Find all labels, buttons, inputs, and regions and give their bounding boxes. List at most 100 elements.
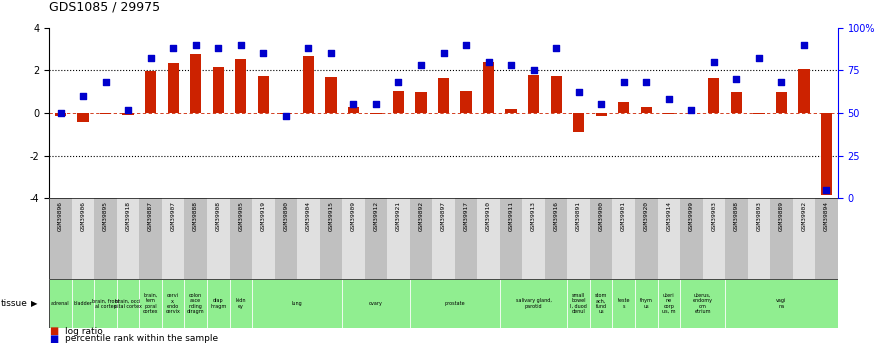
Point [256,50,271,56]
Bar [500,279,567,328]
Bar [365,198,387,279]
Point [54,110,68,116]
Bar [77,113,89,121]
Bar [185,198,207,279]
Bar [348,107,359,113]
Point [752,56,766,61]
Bar [455,198,478,279]
Bar [658,279,680,328]
Point [76,93,90,99]
Bar [229,279,252,328]
Bar [461,91,471,113]
Bar [483,62,495,113]
Bar [162,279,185,328]
Text: adrenal: adrenal [51,301,70,306]
Bar [392,91,404,113]
Point [481,59,495,65]
Bar [72,198,94,279]
Text: kidn
ey: kidn ey [236,298,246,309]
Bar [303,57,314,113]
Bar [235,59,246,113]
Text: bladder: bladder [73,301,92,306]
Text: GSM39908: GSM39908 [216,201,220,231]
Bar [505,109,517,113]
Text: GSM39896: GSM39896 [58,201,63,231]
Bar [409,198,432,279]
Bar [635,279,658,328]
Bar [658,198,680,279]
Point [774,79,788,85]
Text: uterus,
endomy
om
etrium: uterus, endomy om etrium [693,293,712,314]
Point [323,50,338,56]
Point [301,45,315,51]
Text: ■: ■ [49,334,58,344]
Text: teste
s: teste s [617,298,630,309]
Bar [252,279,342,328]
Text: GSM39890: GSM39890 [283,201,289,231]
Bar [320,198,342,279]
Bar [590,279,613,328]
Text: small
bowel
I, duod
denul: small bowel I, duod denul [570,293,587,314]
Bar [500,198,522,279]
Text: GSM39894: GSM39894 [824,201,829,231]
Bar [252,198,274,279]
Text: percentile rank within the sample: percentile rank within the sample [65,334,219,343]
Point [594,102,608,107]
Bar [590,198,613,279]
Point [797,42,811,48]
Text: GSM39909: GSM39909 [351,201,356,231]
Bar [725,198,747,279]
Bar [280,113,291,114]
Bar [72,279,94,328]
Text: vagi
na: vagi na [776,298,787,309]
Text: GSM39901: GSM39901 [621,201,626,231]
Text: GDS1085 / 29975: GDS1085 / 29975 [49,1,160,14]
Text: GSM39906: GSM39906 [81,201,86,231]
Point [436,50,451,56]
Bar [545,198,567,279]
Point [572,90,586,95]
Point [661,97,676,102]
Text: GSM39911: GSM39911 [509,201,513,231]
Text: GSM39917: GSM39917 [463,201,469,231]
Bar [680,198,702,279]
Text: brain, front
al cortex: brain, front al cortex [91,298,119,309]
Bar [297,198,320,279]
Text: GSM39920: GSM39920 [643,201,649,231]
Bar [100,113,111,114]
Bar [274,198,297,279]
Point [121,107,135,112]
Point [616,79,631,85]
Bar [754,113,764,114]
Point [685,107,699,112]
Bar [432,198,455,279]
Bar [680,279,725,328]
Bar [596,113,607,116]
Text: GSM39921: GSM39921 [396,201,401,231]
Text: stom
ach,
fund
us: stom ach, fund us [595,293,607,314]
Bar [185,279,207,328]
Point [166,45,180,51]
Bar [409,279,500,328]
Point [369,102,383,107]
Bar [815,198,838,279]
Text: GSM39888: GSM39888 [194,201,198,231]
Point [99,79,113,85]
Bar [663,113,675,114]
Bar [416,92,426,113]
Bar [123,113,134,115]
Point [279,114,293,119]
Text: GSM39892: GSM39892 [418,201,424,231]
Bar [776,92,787,113]
Bar [49,279,72,328]
Point [504,62,518,68]
Point [414,62,428,68]
Bar [771,198,793,279]
Text: ovary: ovary [369,301,383,306]
Text: GSM39914: GSM39914 [667,201,671,231]
Text: GSM39907: GSM39907 [170,201,176,231]
Bar [116,279,140,328]
Bar [702,198,725,279]
Bar [140,198,162,279]
Bar [94,198,116,279]
